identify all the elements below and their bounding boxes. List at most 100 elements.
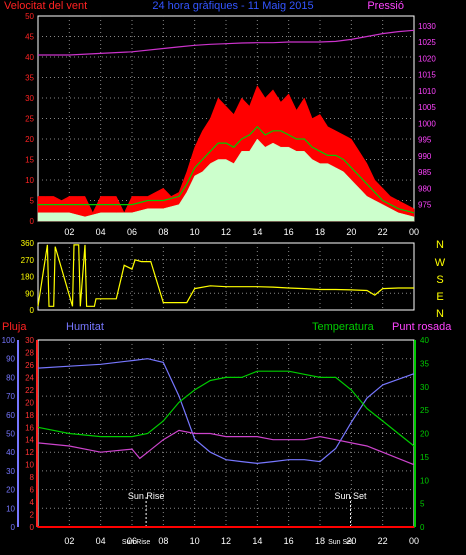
tick-label-temperature: 20 <box>25 398 34 407</box>
tick-label-temperature: 28 <box>25 348 34 357</box>
tick-label-pressure: 1025 <box>418 38 436 47</box>
tick-label-hour: 04 <box>96 227 106 237</box>
tick-label-wind: 50 <box>25 12 34 21</box>
series-line-humitat <box>37 358 415 465</box>
tick-label-compass: W <box>435 257 446 269</box>
tick-label-wind: 25 <box>25 115 34 124</box>
tick-label-temperature: 2 <box>30 511 35 520</box>
tick-label-temperature: 26 <box>25 361 34 370</box>
tick-label-hour: 16 <box>284 536 294 546</box>
axis-title-pluja: Pluja <box>2 321 27 333</box>
tick-label-hour: 02 <box>64 536 74 546</box>
series-line-temperatura <box>37 370 415 447</box>
tick-label-wind: 20 <box>25 135 34 144</box>
tick-label-direction-degrees: 360 <box>21 239 35 248</box>
tick-label-hour: 10 <box>190 227 200 237</box>
tick-label-wind: 5 <box>30 197 35 206</box>
tick-label-dewpoint: 20 <box>420 430 429 439</box>
tick-label-compass: N <box>436 239 444 251</box>
tick-label-hour: 08 <box>158 536 168 546</box>
tick-label-temperature: 12 <box>25 448 34 457</box>
tick-label-wind: 40 <box>25 53 34 62</box>
tick-label-compass: S <box>436 274 443 286</box>
sunset-axis-label: Sun Set <box>328 539 353 546</box>
tick-label-pressure: 1010 <box>418 87 436 96</box>
tick-label-pressure: 980 <box>418 184 432 193</box>
tick-label-hour: 16 <box>284 227 294 237</box>
tick-label-temperature: 30 <box>25 336 34 345</box>
tick-label-pressure: 1020 <box>418 54 436 63</box>
tick-label-pressure: 975 <box>418 201 432 210</box>
tick-label-wind: 35 <box>25 74 34 83</box>
tick-label-pressure: 990 <box>418 152 432 161</box>
tick-label-hour: 18 <box>315 227 325 237</box>
tick-label-hour: 00 <box>409 227 419 237</box>
tick-label-pluja: 30 <box>6 467 15 476</box>
tick-label-pluja: 0 <box>11 523 16 532</box>
tick-label-direction-degrees: 180 <box>21 273 35 282</box>
tick-label-dewpoint: 15 <box>420 453 429 462</box>
tick-label-dewpoint: 35 <box>420 359 429 368</box>
tick-label-temperature: 22 <box>25 386 34 395</box>
tick-label-temperature: 8 <box>30 473 35 482</box>
tick-label-pluja: 50 <box>6 430 15 439</box>
tick-label-hour: 06 <box>127 536 137 546</box>
tick-label-temperature: 18 <box>25 411 34 420</box>
tick-label-hour: 12 <box>221 227 231 237</box>
tick-label-pluja: 10 <box>6 504 15 513</box>
tick-label-hour: 00 <box>409 536 419 546</box>
series-line-average <box>38 125 415 214</box>
tick-label-pressure: 1005 <box>418 103 436 112</box>
axis-title-wind-speed: Velocitat del vent <box>4 0 87 12</box>
sunrise-axis-label: Sun Rise <box>122 539 151 546</box>
tick-label-hour: 12 <box>221 536 231 546</box>
tick-label-hour: 04 <box>96 536 106 546</box>
tick-label-dewpoint: 10 <box>420 476 429 485</box>
tick-label-pluja: 40 <box>6 448 15 457</box>
tick-label-dewpoint: 40 <box>420 336 429 345</box>
tick-label-pluja: 60 <box>6 411 15 420</box>
tick-label-temperature: 14 <box>25 436 34 445</box>
tick-label-hour: 14 <box>252 536 262 546</box>
tick-label-pluja: 90 <box>6 355 15 364</box>
tick-label-wind: 30 <box>25 94 34 103</box>
tick-label-temperature: 0 <box>30 523 35 532</box>
sunrise-label: Sun Rise <box>128 491 165 501</box>
tick-label-dewpoint: 0 <box>420 523 425 532</box>
tick-label-hour: 06 <box>127 227 137 237</box>
tick-label-pressure: 995 <box>418 136 432 145</box>
tick-label-pressure: 1000 <box>418 119 436 128</box>
axis-title-pressure: Pressió <box>367 0 404 12</box>
tick-label-wind: 10 <box>25 176 34 185</box>
tick-label-pressure: 1015 <box>418 71 436 80</box>
tick-label-pluja: 20 <box>6 486 15 495</box>
tick-label-direction-degrees: 0 <box>30 306 35 315</box>
tick-label-hour: 18 <box>315 536 325 546</box>
series-line-wind-direction <box>37 244 414 307</box>
axis-title-humitat: Humitat <box>66 321 104 333</box>
tick-label-temperature: 24 <box>25 373 34 382</box>
tick-label-wind: 0 <box>30 217 35 226</box>
tick-label-compass: N <box>436 308 444 320</box>
tick-label-dewpoint: 25 <box>420 406 429 415</box>
tick-label-direction-degrees: 270 <box>21 256 35 265</box>
tick-label-pluja: 100 <box>2 336 16 345</box>
tick-label-temperature: 4 <box>30 498 35 507</box>
tick-label-hour: 22 <box>378 536 388 546</box>
series-line-punt-rosada <box>37 429 415 466</box>
tick-label-dewpoint: 5 <box>420 500 425 509</box>
chart-title: 24 hora gràfiques - 11 Maig 2015 <box>152 0 313 12</box>
tick-label-temperature: 10 <box>25 461 34 470</box>
tick-label-hour: 20 <box>346 536 356 546</box>
tick-label-pluja: 80 <box>6 373 15 382</box>
tick-label-pressure: 1030 <box>418 22 436 31</box>
sunset-label: Sun Set <box>335 491 368 501</box>
series-line-pressió <box>38 29 415 56</box>
tick-label-dewpoint: 30 <box>420 383 429 392</box>
tick-label-direction-degrees: 90 <box>25 289 34 298</box>
axis-title-temperatura: Temperatura <box>312 321 375 333</box>
axis-title-punt-rosada: Punt rosada <box>392 321 452 333</box>
tick-label-hour: 08 <box>158 227 168 237</box>
